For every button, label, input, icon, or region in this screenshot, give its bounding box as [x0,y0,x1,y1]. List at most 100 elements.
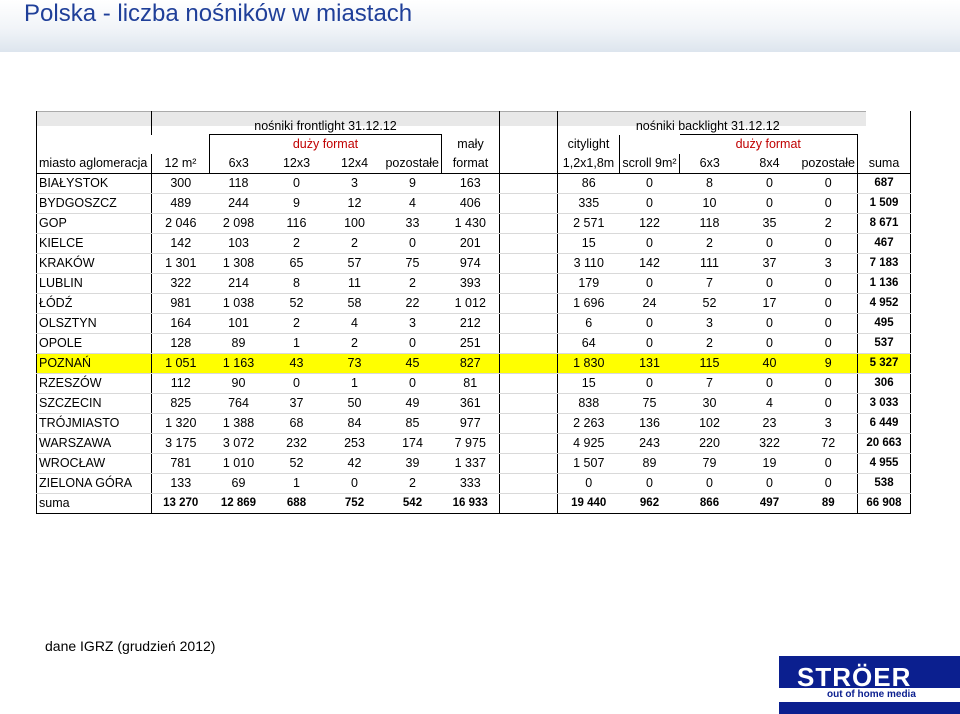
value-cell: 1 830 [557,353,620,374]
value-cell: 90 [209,373,268,394]
value-cell: 1 320 [151,413,210,434]
value-cell: 838 [557,393,620,414]
value-cell: 68 [267,413,326,434]
table-row: WROCŁAW 781 1 010 52 42 39 1 337 1 507 8… [36,453,911,474]
value-cell: 827 [441,353,500,374]
value-cell: 112 [151,373,210,394]
value-cell: 7 [679,373,740,394]
value-cell: 22 [383,293,442,314]
table-row: WARSZAWA 3 175 3 072 232 253 174 7 975 4… [36,433,911,454]
table-row: BIAŁYSTOK 300 118 0 3 9 163 86 0 8 0 0 6… [36,173,911,194]
table-row: OPOLE 128 89 1 2 0 251 64 0 2 0 0 537 [36,333,911,354]
value-cell: 3 110 [557,253,620,274]
city-cell: WROCŁAW [36,453,152,474]
value-cell: 0 [739,473,800,494]
value-cell: 0 [619,273,680,294]
value-cell: 37 [267,393,326,414]
value-cell: 361 [441,393,500,414]
value-cell: 39 [383,453,442,474]
value-cell: 0 [799,173,858,194]
value-cell: 2 [679,333,740,354]
maly-format-header-line1: mały [441,134,500,154]
value-cell: 335 [557,193,620,214]
value-cell: 89 [619,453,680,474]
page-title: Polska - liczba nośników w miastach [24,0,413,27]
total-cell: 19 440 [557,493,620,514]
city-cell: LUBLIN [36,273,152,294]
value-cell: 101 [209,313,268,334]
col-header-pozostale-back: pozostałe [799,154,858,174]
value-cell: 0 [383,373,442,394]
group-frontlight: nośniki frontlight 31.12.12 [151,111,500,135]
value-cell: 3 175 [151,433,210,454]
table-row: OLSZTYN 164 101 2 4 3 212 6 0 3 0 0 495 [36,313,911,334]
value-cell: 2 [325,233,384,254]
total-row: suma 13 270 12 869 688 752 542 16 933 19… [36,493,911,514]
value-cell: 1 051 [151,353,210,374]
value-cell: 1 010 [209,453,268,474]
col-header-maly-format: format [441,154,500,174]
value-cell: 9 [383,173,442,194]
table-row: BYDGOSZCZ 489 244 9 12 4 406 335 0 10 0 … [36,193,911,214]
duzy-format-back-header: duży format [679,134,858,154]
value-cell: 115 [679,353,740,374]
value-cell: 0 [799,393,858,414]
total-cell: 12 869 [209,493,268,514]
col-header-8x4: 8x4 [739,154,800,174]
value-cell: 333 [441,473,500,494]
value-cell: 0 [383,333,442,354]
value-cell: 1 337 [441,453,500,474]
value-cell: 322 [151,273,210,294]
value-cell: 1 038 [209,293,268,314]
value-cell: 3 072 [209,433,268,454]
value-cell: 1 [325,373,384,394]
value-cell: 17 [739,293,800,314]
city-cell: OLSZTYN [36,313,152,334]
value-cell: 84 [325,413,384,434]
value-cell: 3 [799,253,858,274]
value-cell: 52 [267,453,326,474]
value-cell: 300 [151,173,210,194]
value-cell: 30 [679,393,740,414]
table-row: SZCZECIN 825 764 37 50 49 361 838 75 30 … [36,393,911,414]
col-header-citylight-size: 1,2x1,8m [557,154,620,174]
value-cell: 81 [441,373,500,394]
value-cell: 131 [619,353,680,374]
value-cell: 2 046 [151,213,210,234]
value-cell: 136 [619,413,680,434]
table-row: KIELCE 142 103 2 2 0 201 15 0 2 0 0 467 [36,233,911,254]
value-cell: 201 [441,233,500,254]
value-cell: 1 [267,333,326,354]
sum-cell: 687 [857,173,911,194]
value-cell: 1 430 [441,213,500,234]
value-cell: 0 [267,373,326,394]
value-cell: 2 263 [557,413,620,434]
value-cell: 1 696 [557,293,620,314]
value-cell: 1 012 [441,293,500,314]
col-header-12x4: 12x4 [325,154,384,174]
sum-cell: 467 [857,233,911,254]
value-cell: 23 [739,413,800,434]
value-cell: 118 [209,173,268,194]
value-cell: 0 [267,173,326,194]
city-cell: KRAKÓW [36,253,152,274]
value-cell: 8 [267,273,326,294]
col-header-12x3: 12x3 [267,154,326,174]
total-cell: 13 270 [151,493,210,514]
total-cell: 16 933 [441,493,500,514]
total-cell: 962 [619,493,680,514]
value-cell: 0 [739,193,800,214]
value-cell: 0 [799,233,858,254]
value-cell: 4 [739,393,800,414]
value-cell: 2 [799,213,858,234]
sum-cell: 8 671 [857,213,911,234]
value-cell: 3 [679,313,740,334]
value-cell: 122 [619,213,680,234]
value-cell: 102 [679,413,740,434]
value-cell: 0 [739,333,800,354]
total-label: suma [36,493,152,514]
value-cell: 49 [383,393,442,414]
value-cell: 244 [209,193,268,214]
value-cell: 52 [679,293,740,314]
value-cell: 4 925 [557,433,620,454]
